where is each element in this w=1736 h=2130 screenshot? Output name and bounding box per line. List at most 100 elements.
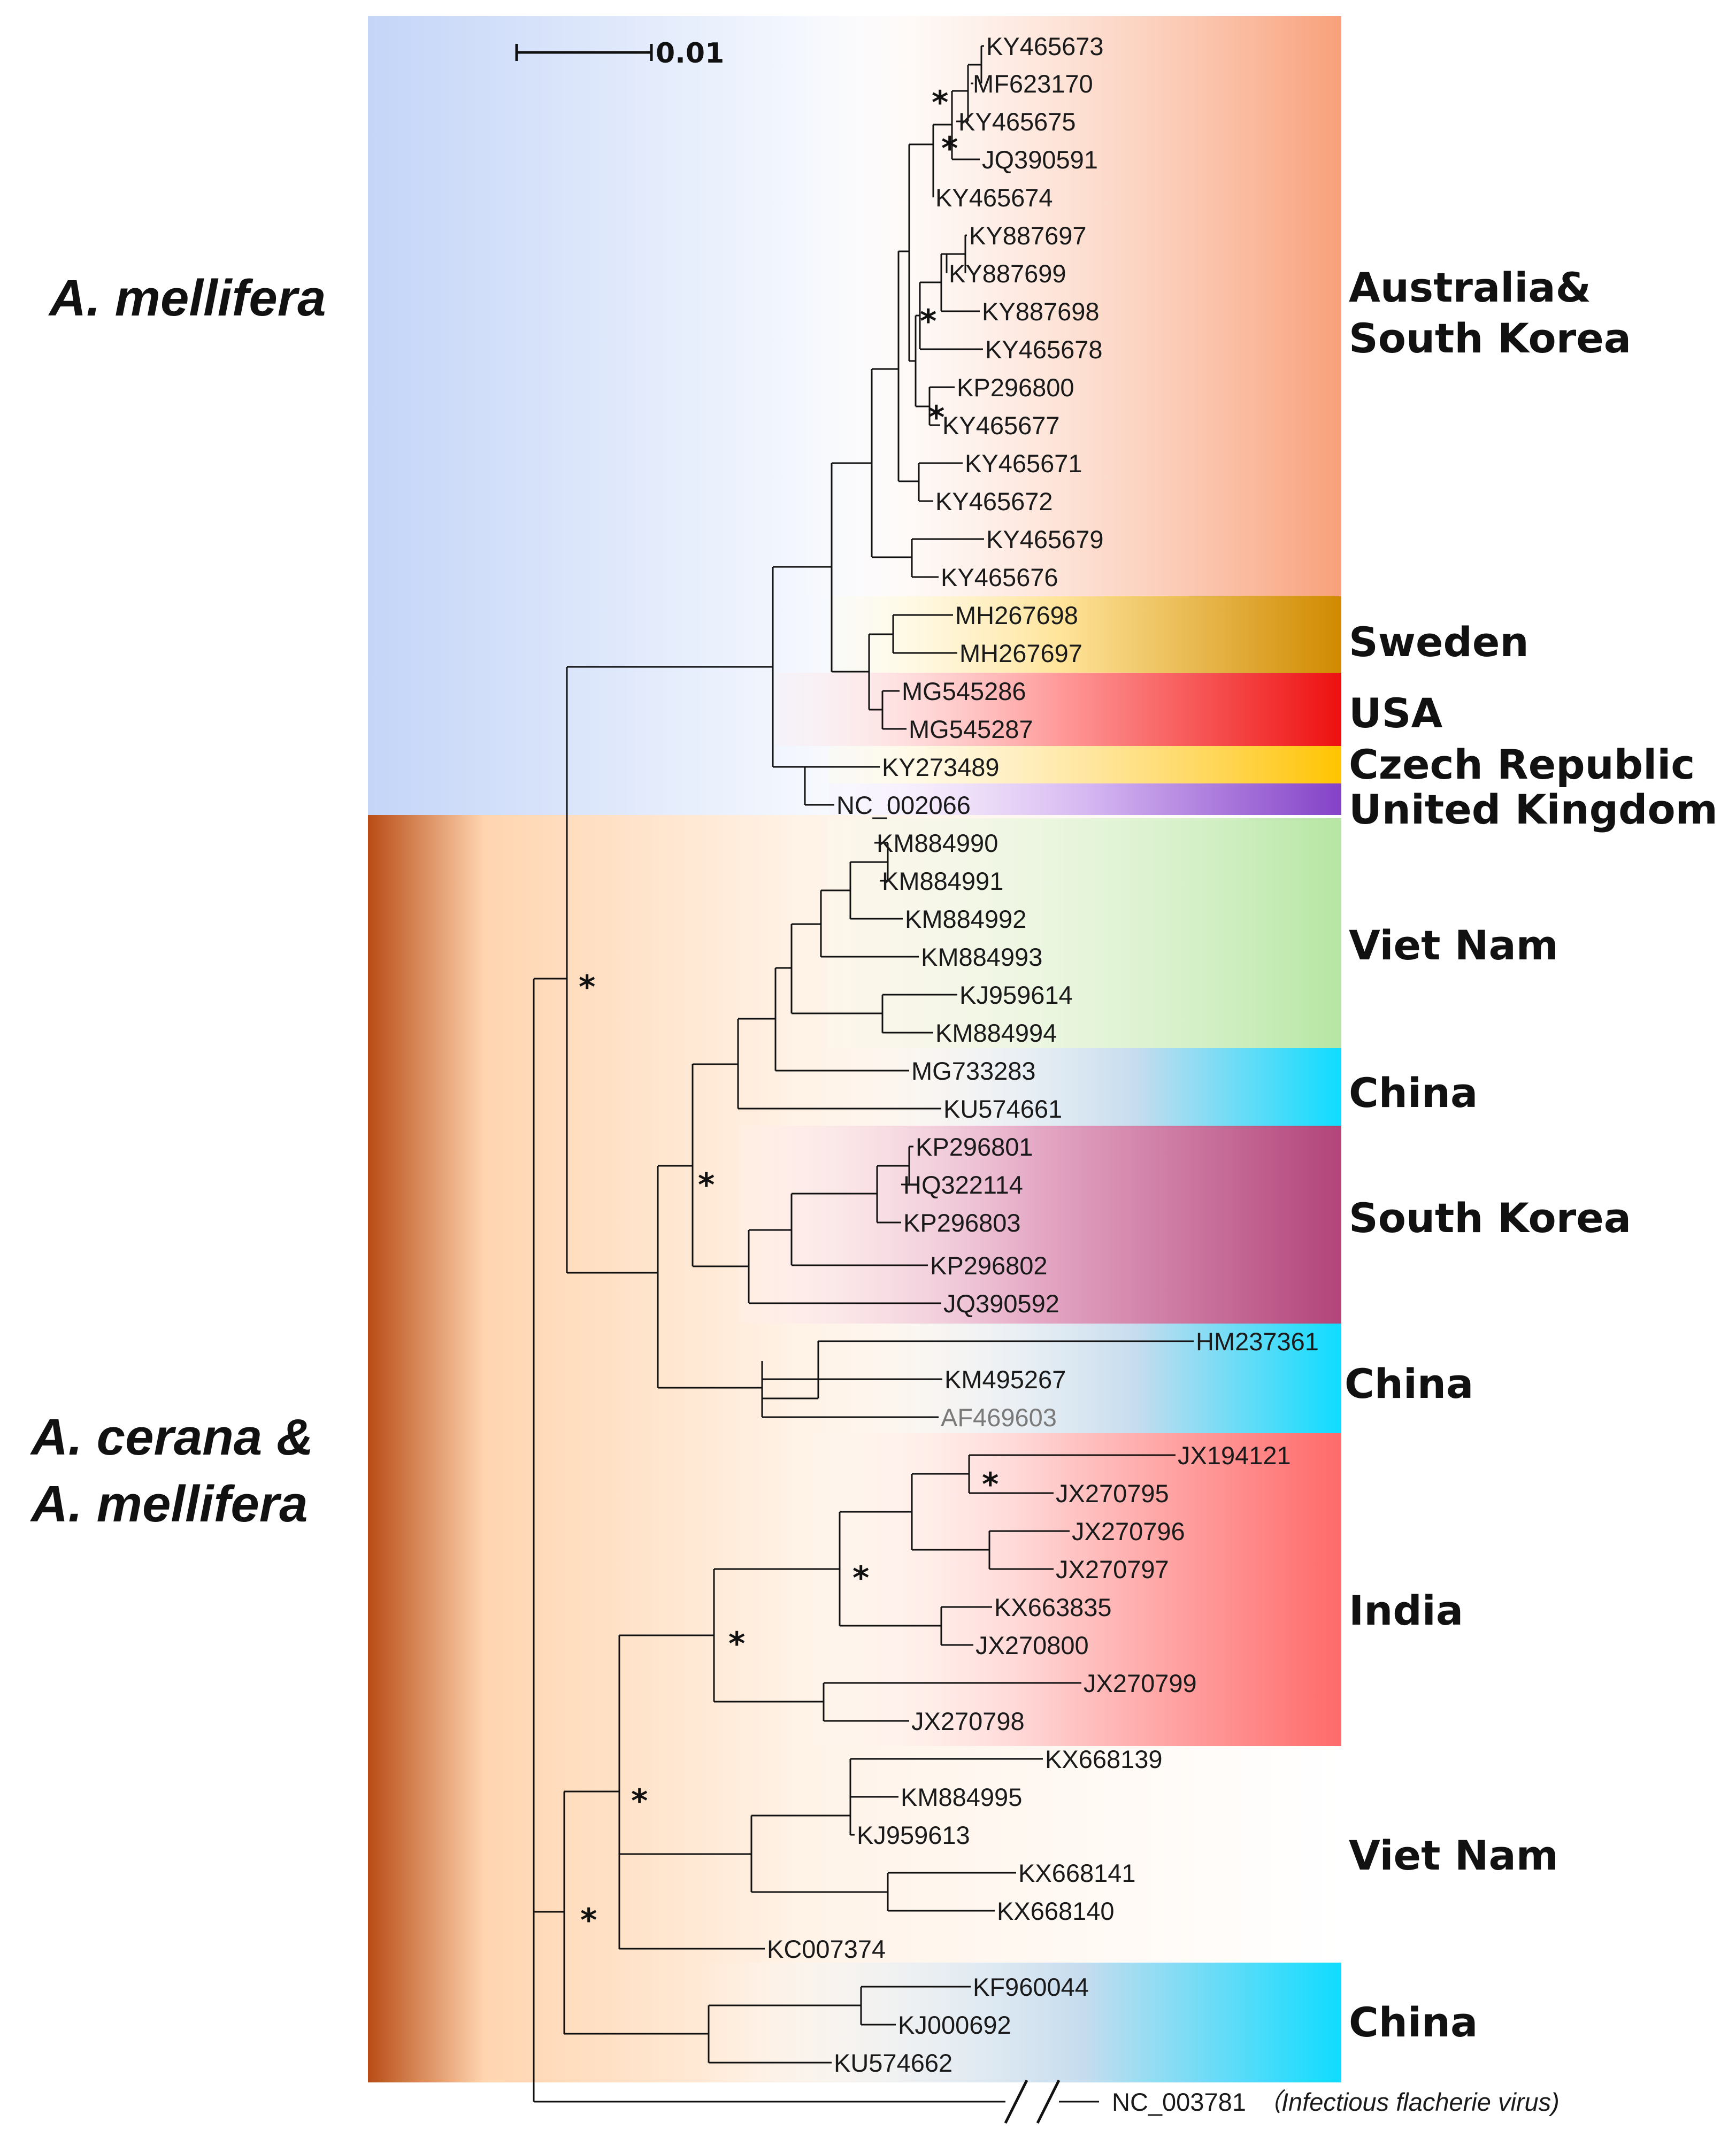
region-label-china-3: China [1349,1997,1478,2048]
bootstrap-support-star: * [580,1902,597,1939]
leaf-label: MG545287 [909,715,1033,743]
leaf-label: KY465673 [986,32,1104,60]
leaf-label: KP296801 [916,1133,1033,1161]
leaf-label: MH267698 [955,601,1078,629]
leaf-label: KY465678 [985,335,1103,364]
leaf-label: HQ322114 [903,1171,1023,1199]
leaf-label: KU574661 [943,1095,1062,1123]
leaf-label: MG545286 [902,677,1026,705]
region-line: China [1349,1069,1478,1117]
bootstrap-support-star: * [941,130,958,167]
host-label-cerana: A. cerana & A. mellifera [31,1404,313,1538]
region-line: Australia& [1349,264,1591,311]
vietnam-band-1 [829,818,1341,1048]
leaf-label: JX270798 [911,1707,1025,1735]
region-label-australia-korea: Australia& South Korea [1349,262,1631,364]
leaf-label: KY887697 [969,221,1087,250]
leaf-label: JX194121 [1178,1441,1291,1470]
region-line: South Korea [1349,1194,1632,1242]
uk-band [829,783,1341,815]
leaf-label: KJ959613 [857,1821,970,1849]
leaf-label: KY887698 [982,297,1100,326]
sweden-band [829,596,1341,673]
host-line: A. mellifera [49,270,326,327]
leaf-label: HM237361 [1196,1327,1319,1356]
region-line: Czech Republic [1349,741,1695,788]
leaf-label: NC_002066 [836,791,971,819]
czech-band [829,746,1341,783]
leaf-label: JX270799 [1084,1669,1197,1697]
leaf-label: KY273489 [882,753,1000,781]
branch-break-mark [1004,2079,1028,2124]
region-label-south-korea: South Korea [1349,1193,1631,1243]
region-label-uk: United Kingdom [1349,784,1718,835]
leaf-label: MF623170 [973,70,1093,98]
region-line: United Kingdom [1349,786,1718,833]
host-line: A. mellifera [31,1475,308,1533]
branch-break-mark [1036,2079,1061,2124]
leaf-label: AF469603 [941,1403,1057,1432]
region-line: South Korea [1349,314,1632,362]
leaf-label: KY465674 [935,183,1053,212]
region-label-china-2: China [1345,1358,1473,1409]
leaf-label: KY465671 [965,449,1082,478]
leaf-label: KM884993 [921,943,1042,971]
region-line: China [1345,1360,1474,1408]
leaf-label: KY465672 [935,487,1053,516]
leaf-label: KY465677 [942,411,1060,440]
leaf-label: KP296802 [930,1251,1048,1280]
leaf-label: JQ390592 [943,1289,1059,1318]
bootstrap-support-star: * [631,1782,648,1820]
leaf-label: KP296803 [903,1209,1021,1237]
leaf-label: KM495267 [944,1365,1066,1394]
region-label-sweden: Sweden [1349,617,1529,667]
region-line: Viet Nam [1349,1832,1558,1879]
leaf-label: JQ390591 [982,145,1098,174]
leaf-label: KU574662 [834,2049,953,2077]
region-line: India [1349,1587,1464,1634]
leaf-label: KJ959614 [959,981,1073,1009]
region-label-vietnam-2: Viet Nam [1349,1830,1558,1881]
bootstrap-support-star: * [928,399,944,436]
region-label-usa: USA [1349,688,1442,739]
leaf-label: KJ000692 [898,2011,1011,2039]
leaf-label: KX668140 [997,1897,1115,1925]
china-band-1 [829,1048,1341,1126]
bootstrap-support-star: * [920,303,936,340]
leaf-label: KX663835 [994,1593,1112,1621]
india-band [802,1433,1341,1746]
australia-korea-band [775,16,1341,596]
leaf-label: KY887699 [949,259,1066,288]
region-line: China [1349,1998,1478,2046]
leaf-label: KM884995 [901,1783,1022,1811]
leaf-label: KY465679 [986,525,1104,553]
bootstrap-support-star: * [698,1166,715,1204]
leaf-label: MG733283 [911,1057,1036,1085]
leaf-label: KP296800 [957,373,1074,402]
leaf-label: KM884991 [882,867,1003,895]
leaf-label: KM884990 [877,829,998,857]
leaf-label: MH267697 [959,639,1082,667]
leaf-label: KF960044 [973,1973,1089,2001]
region-line: USA [1349,689,1443,737]
region-label-china-1: China [1349,1067,1478,1118]
leaf-label: NC_003781 [1112,2088,1246,2116]
leaf-label: KY465675 [958,107,1076,136]
outgroup-annotation: （Infectious flacherie virus) [1256,2088,1560,2116]
bootstrap-support-star: * [852,1559,869,1597]
scale-bar-label: 0.01 [656,37,725,70]
leaf-label: KC007374 [767,1935,886,1963]
leaf-label: KM884994 [935,1019,1057,1047]
bootstrap-support-star: * [728,1625,745,1663]
south-korea-band [738,1126,1341,1324]
region-line: Sweden [1349,618,1529,666]
bootstrap-support-star: * [932,84,948,121]
leaf-label: KX668141 [1018,1859,1136,1887]
leaf-label: KX668139 [1045,1745,1163,1773]
leaf-label: JX270800 [975,1631,1089,1659]
region-label-czech: Czech Republic [1349,739,1695,790]
host-line: A. cerana & [31,1409,314,1466]
bootstrap-support-star: * [982,1466,998,1503]
region-label-vietnam-1: Viet Nam [1349,920,1558,971]
